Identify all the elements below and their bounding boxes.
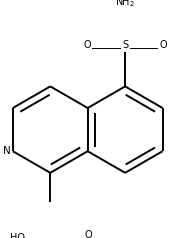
Text: NH$_2$: NH$_2$ xyxy=(115,0,135,9)
Text: O: O xyxy=(83,40,91,50)
Text: S: S xyxy=(122,40,128,50)
Text: HO: HO xyxy=(10,233,25,238)
Text: N: N xyxy=(3,146,11,156)
Text: O: O xyxy=(84,230,92,238)
Text: O: O xyxy=(159,40,167,50)
